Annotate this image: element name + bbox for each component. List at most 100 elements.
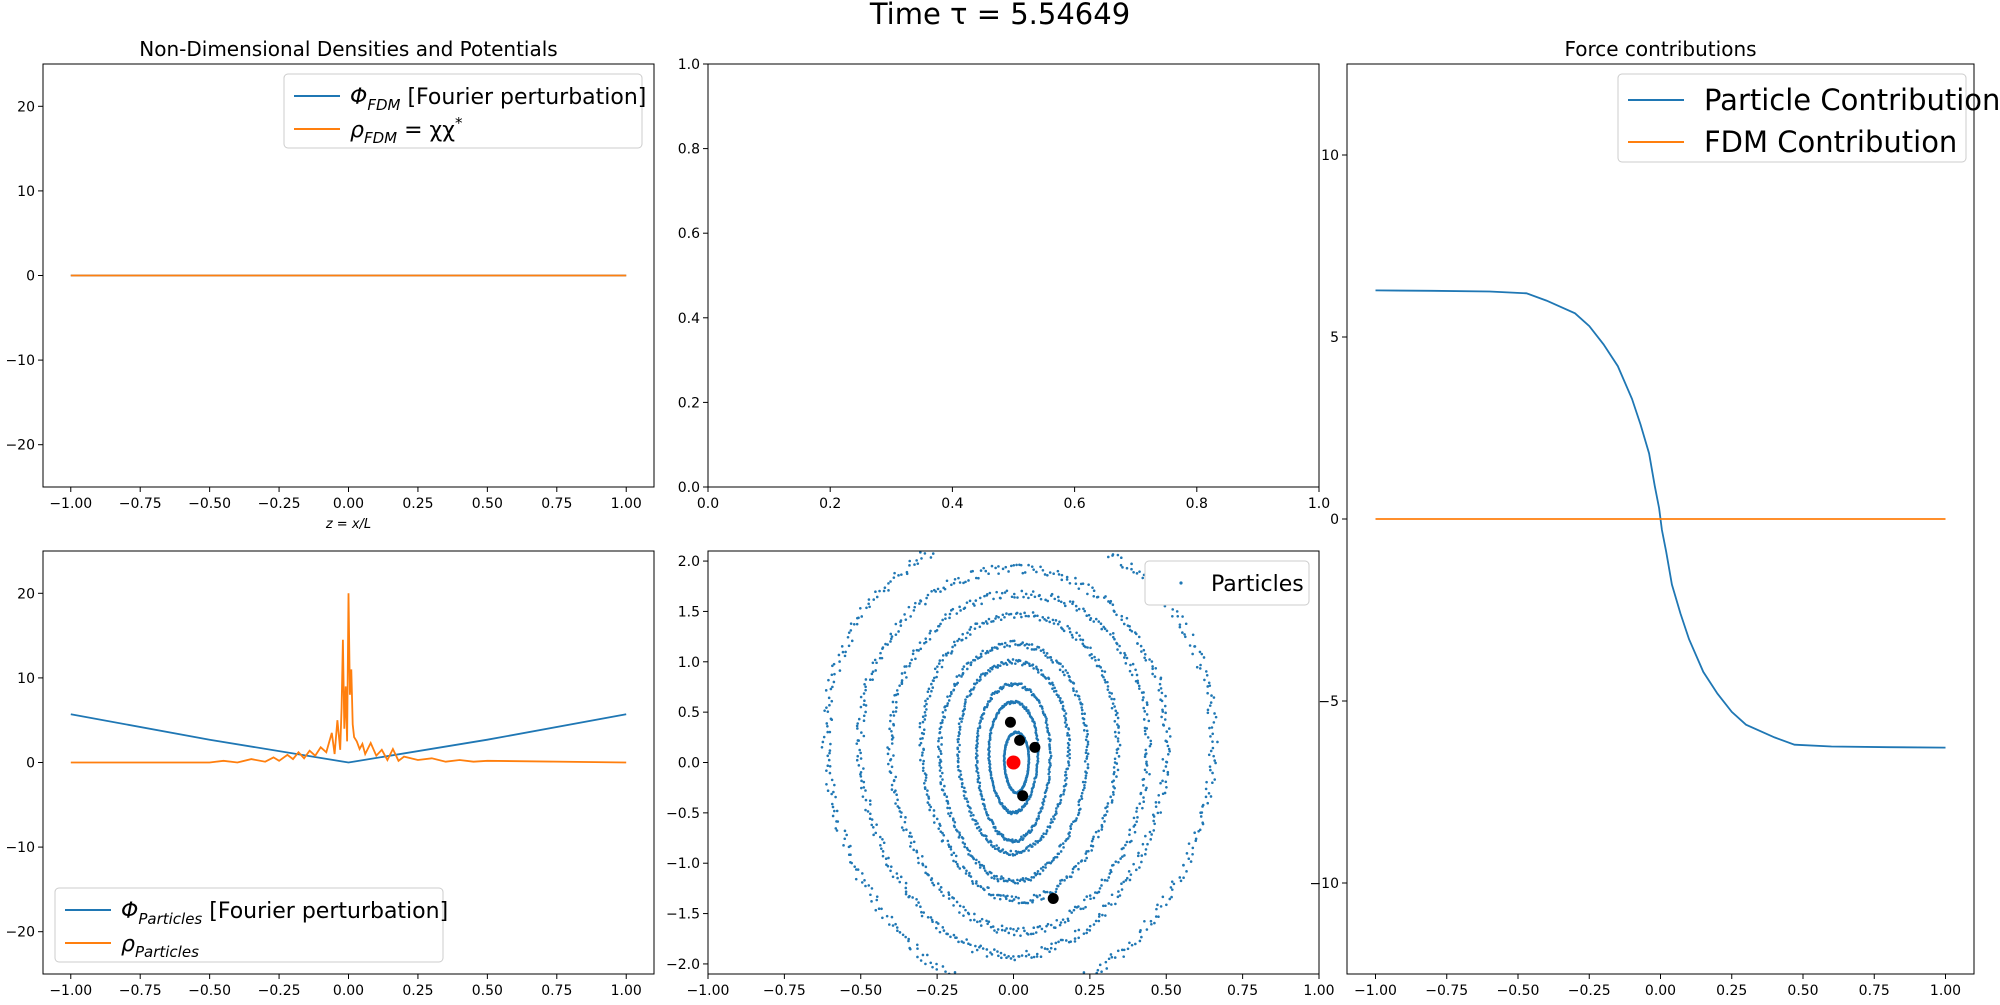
ax5-particle <box>1130 839 1133 843</box>
ax5-particle <box>1097 835 1100 839</box>
ax5-particle <box>921 715 925 718</box>
ax5-particle <box>1092 896 1096 900</box>
ax5-particle <box>1107 555 1110 559</box>
ax5-particle <box>1093 542 1096 545</box>
ax5-particle <box>962 941 965 944</box>
ax5-particle <box>965 980 968 983</box>
ax5-particle <box>1021 686 1024 690</box>
ax5-particle <box>987 840 990 844</box>
ax5-particle <box>931 881 934 885</box>
ax5-particle <box>983 869 987 872</box>
ax5-particle <box>985 919 988 923</box>
ax5-particle <box>1184 622 1188 626</box>
ax5-particle <box>1098 887 1102 890</box>
ax5-particle <box>907 939 910 943</box>
ax5-particle <box>915 850 919 854</box>
ax5-particle <box>942 586 945 590</box>
ax5-particle <box>1003 591 1007 594</box>
ax5-particle <box>1088 894 1092 897</box>
ax5-particle <box>1123 656 1126 659</box>
ax5-particle <box>1118 644 1121 648</box>
ax5-particle <box>914 601 917 605</box>
ax5-particle <box>990 843 993 847</box>
ax5-particle <box>1074 582 1078 586</box>
ax5-particle <box>1027 953 1031 956</box>
ax5-particle <box>1071 867 1075 871</box>
ax5-particle <box>1027 797 1031 801</box>
ax5-particle <box>1034 647 1038 651</box>
ax5-particle <box>994 617 997 620</box>
ax5-particle <box>1074 819 1078 822</box>
ax5-particle <box>903 665 906 668</box>
ax5-particle <box>1011 658 1015 661</box>
ax5-particle <box>1204 795 1208 799</box>
ax1-ytick-label: 20 <box>17 99 35 115</box>
ax5-particle <box>1090 849 1094 852</box>
ax5-particle <box>1005 589 1009 593</box>
ax5-particle <box>1117 755 1121 758</box>
ax5-particle <box>871 678 874 681</box>
ax5-particle <box>945 539 948 542</box>
ax5-particle <box>952 979 955 982</box>
ax5-particle <box>1094 919 1098 923</box>
ax5-particle <box>1084 780 1087 784</box>
ax5-particle <box>1064 716 1067 720</box>
ax5-particle <box>1046 825 1050 829</box>
ax5-particle <box>1132 816 1136 820</box>
ax5-particle <box>993 646 997 649</box>
ax5-particle <box>975 880 978 883</box>
ax5-particle <box>952 689 955 692</box>
ax5-particle <box>947 893 951 897</box>
ax5-particle <box>827 696 831 700</box>
ax5-particle <box>968 871 971 875</box>
ax5-particle <box>1122 955 1125 958</box>
ax5-particle <box>1188 644 1192 647</box>
ax5-particle <box>980 713 984 717</box>
ax5-particle <box>982 566 985 570</box>
ax5-particle <box>861 795 865 798</box>
ax5-particle <box>858 748 861 752</box>
ax5-particle <box>1117 860 1120 864</box>
ax5-particle <box>962 905 965 909</box>
ax5-particle <box>975 536 978 539</box>
ax5-particle <box>1039 809 1043 813</box>
ax5-particle <box>1034 821 1038 825</box>
ax5-particle <box>941 926 945 929</box>
ax5-particle <box>1187 842 1191 845</box>
ax5-particle <box>913 605 916 609</box>
ax5-particle <box>1068 831 1071 834</box>
ax5-particle <box>988 732 992 736</box>
ax5-particle <box>918 725 922 729</box>
ax5-particle <box>958 833 962 837</box>
ax5-particle <box>1211 746 1215 750</box>
ax5-particle <box>1081 788 1085 792</box>
ax5-particle <box>915 559 918 562</box>
ax5-particle <box>874 831 878 835</box>
ax1-legend-label: ρFDM = χχ* <box>350 114 463 147</box>
ax5-particle <box>919 959 923 962</box>
ax5-particle <box>918 722 922 725</box>
ax5-particle <box>976 920 979 924</box>
ax5-particle <box>1026 901 1030 905</box>
ax5-particle <box>1119 651 1122 655</box>
ax1-xtick-label: −0.75 <box>119 496 162 512</box>
ax5-particle <box>854 868 858 871</box>
ax5-particle <box>1055 987 1058 990</box>
ax5-particle <box>941 788 945 792</box>
ax5-particle <box>1012 955 1015 958</box>
ax5-particle <box>873 658 877 662</box>
ax5-particle <box>993 847 997 851</box>
ax5-particle <box>903 671 907 674</box>
ax5-particle <box>1017 955 1021 958</box>
ax5-particle <box>1027 563 1030 567</box>
ax5-particle <box>1110 697 1113 701</box>
ax5-particle <box>867 598 871 601</box>
ax5-particle <box>1023 571 1027 574</box>
ax5-particle <box>847 631 851 634</box>
ax5-particle <box>992 822 995 826</box>
ax5-particle <box>1018 525 1021 528</box>
ax5-particle <box>835 829 839 832</box>
ax5-particle <box>1126 624 1130 627</box>
ax5-particle <box>1170 880 1174 883</box>
